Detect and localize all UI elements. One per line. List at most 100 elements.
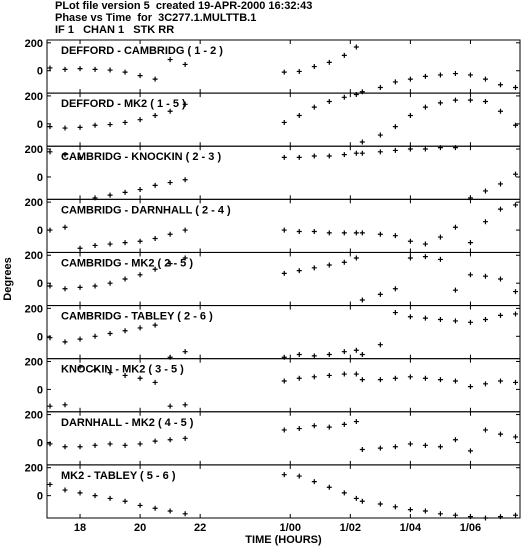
data-point xyxy=(182,402,188,408)
data-point xyxy=(137,238,143,244)
data-point xyxy=(512,434,518,440)
data-point xyxy=(437,234,443,240)
data-point xyxy=(77,124,83,130)
data-point xyxy=(326,59,332,65)
panel-label: MK2 - TABLEY ( 5 - 6 ) xyxy=(61,470,176,482)
header-line-2: Phase vs Time for 3C277.1.MULTTB.1 xyxy=(55,12,257,24)
data-point xyxy=(392,147,398,153)
data-point xyxy=(107,122,113,128)
data-point xyxy=(62,152,68,158)
data-point xyxy=(437,145,443,151)
data-point xyxy=(167,231,173,237)
data-point xyxy=(377,377,383,383)
y-tick-label: 0 xyxy=(37,172,43,184)
x-tick-label: 18 xyxy=(74,522,86,534)
panel-label: DARNHALL - MK2 ( 4 - 5 ) xyxy=(61,417,194,429)
data-point xyxy=(77,364,83,370)
data-point xyxy=(353,371,359,377)
data-point xyxy=(107,370,113,376)
data-point xyxy=(512,171,518,177)
data-point xyxy=(512,85,518,91)
y-tick-label: 200 xyxy=(25,197,43,209)
data-point xyxy=(437,72,443,78)
data-point xyxy=(107,331,113,337)
data-point xyxy=(512,512,518,518)
panel-label: CAMBRIDG - MK2 ( 2 - 5 ) xyxy=(61,257,193,269)
data-point xyxy=(107,441,113,447)
data-point xyxy=(407,314,413,320)
data-point xyxy=(512,311,518,317)
data-point xyxy=(152,266,158,272)
y-tick-label: 0 xyxy=(37,331,43,343)
data-point xyxy=(407,374,413,380)
data-point xyxy=(182,349,188,355)
data-point xyxy=(122,498,128,504)
data-point xyxy=(467,514,473,520)
data-point xyxy=(407,76,413,82)
data-point xyxy=(92,333,98,339)
data-point xyxy=(326,230,332,236)
data-point xyxy=(452,71,458,77)
data-point xyxy=(326,484,332,490)
data-point xyxy=(359,297,365,303)
data-point xyxy=(497,82,503,88)
data-point xyxy=(341,349,347,355)
data-point xyxy=(512,379,518,385)
data-point xyxy=(281,227,287,233)
data-point xyxy=(422,104,428,110)
data-point xyxy=(296,426,302,432)
data-point xyxy=(467,319,473,325)
data-point xyxy=(377,85,383,91)
data-point xyxy=(377,501,383,507)
data-point xyxy=(182,101,188,107)
data-point xyxy=(437,100,443,106)
y-tick-label: 0 xyxy=(37,278,43,290)
data-point xyxy=(311,353,317,359)
y-tick-label: 200 xyxy=(25,91,43,103)
data-point xyxy=(122,372,128,378)
data-point xyxy=(77,444,83,450)
data-point xyxy=(137,272,143,278)
data-point xyxy=(167,437,173,443)
data-point xyxy=(326,372,332,378)
data-point xyxy=(281,378,287,384)
data-point xyxy=(359,447,365,453)
data-point xyxy=(341,490,347,496)
data-point xyxy=(77,66,83,72)
data-point xyxy=(122,276,128,282)
data-point xyxy=(359,139,365,145)
data-point xyxy=(122,442,128,448)
data-point xyxy=(452,437,458,443)
data-point xyxy=(353,44,359,50)
data-point xyxy=(353,347,359,353)
data-point xyxy=(326,153,332,159)
data-point xyxy=(407,146,413,152)
y-tick-label: 200 xyxy=(25,410,43,422)
data-point xyxy=(92,283,98,289)
x-tick-label: 1/06 xyxy=(460,522,481,534)
data-point xyxy=(137,441,143,447)
data-point xyxy=(497,431,503,437)
data-point xyxy=(311,265,317,271)
data-point xyxy=(353,150,359,156)
data-point xyxy=(452,97,458,103)
y-tick-label: 0 xyxy=(37,438,43,450)
y-tick-label: 200 xyxy=(25,38,43,50)
data-point xyxy=(497,206,503,212)
data-point xyxy=(122,69,128,75)
data-point xyxy=(341,52,347,58)
data-point xyxy=(512,122,518,128)
data-point xyxy=(437,256,443,262)
data-point xyxy=(296,228,302,234)
data-point xyxy=(152,235,158,241)
data-point xyxy=(392,444,398,450)
data-point xyxy=(107,67,113,73)
data-point xyxy=(341,421,347,427)
data-point xyxy=(122,119,128,125)
data-point xyxy=(167,57,173,63)
data-point xyxy=(152,379,158,385)
data-point xyxy=(377,291,383,297)
y-tick-label: 0 xyxy=(37,119,43,131)
data-point xyxy=(437,444,443,450)
data-point xyxy=(137,502,143,508)
